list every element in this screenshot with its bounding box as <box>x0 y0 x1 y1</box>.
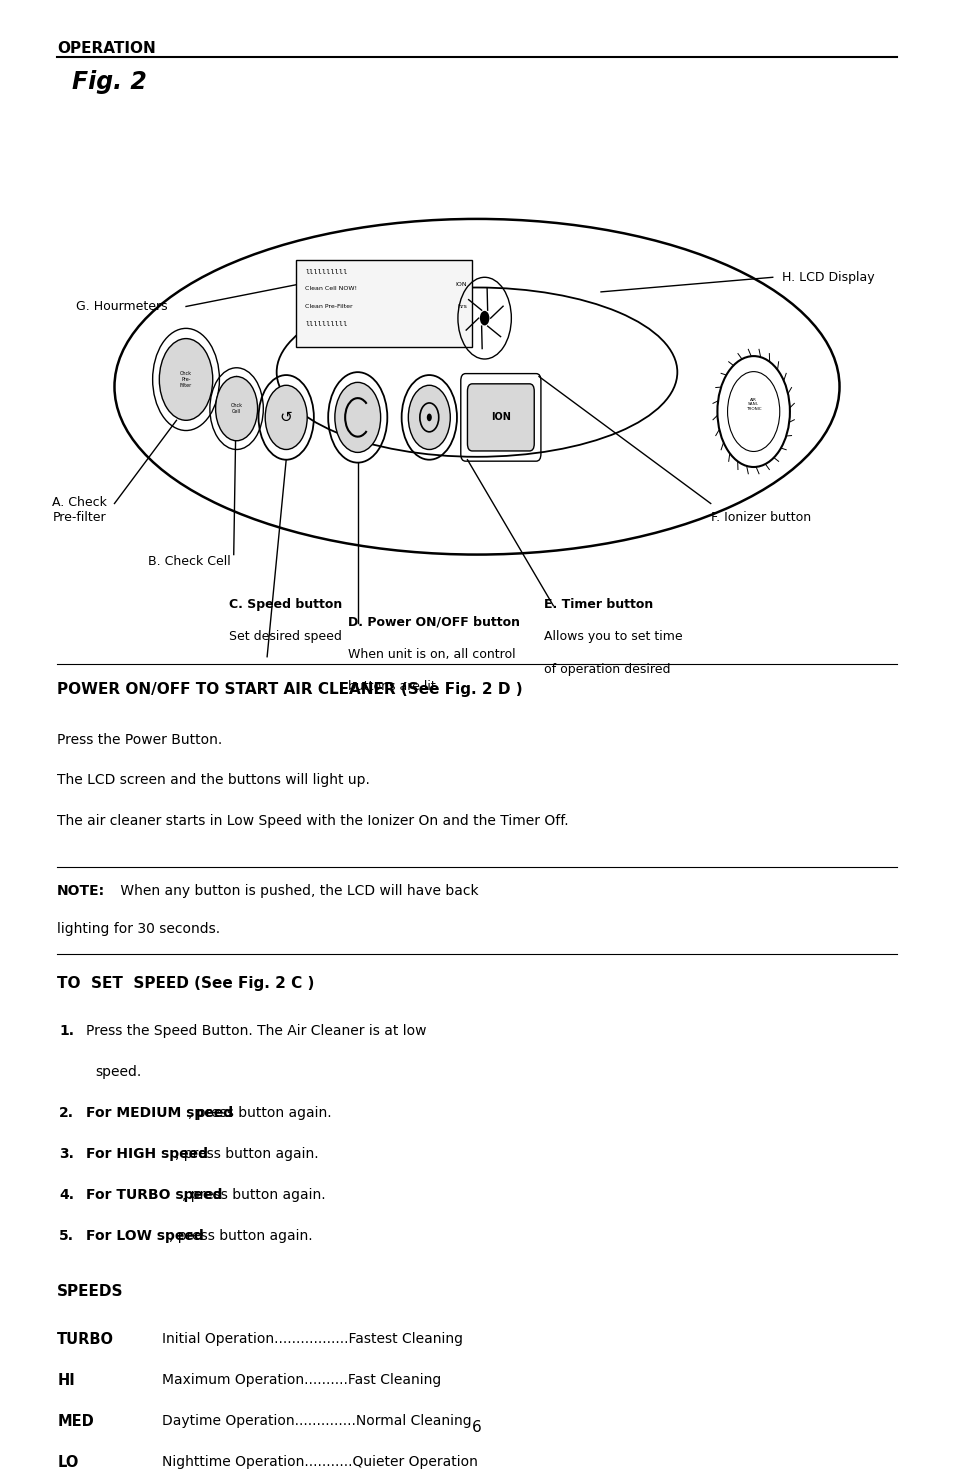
Text: hrs: hrs <box>457 303 467 309</box>
Circle shape <box>426 413 432 421</box>
Circle shape <box>159 338 213 421</box>
Text: buttons are lit: buttons are lit <box>348 680 436 693</box>
FancyBboxPatch shape <box>467 384 534 452</box>
Text: , press button again.: , press button again. <box>188 1106 332 1121</box>
Circle shape <box>717 356 789 466</box>
Text: Set desired speed: Set desired speed <box>229 631 341 643</box>
Bar <box>295 260 472 347</box>
Text: G. Hourmeters: G. Hourmeters <box>76 300 168 313</box>
Text: The air cleaner starts in Low Speed with the Ionizer On and the Timer Off.: The air cleaner starts in Low Speed with… <box>57 815 568 828</box>
Text: 1.: 1. <box>59 1024 74 1039</box>
Text: E. Timer button: E. Timer button <box>543 599 653 612</box>
Text: Clean Cell NOW!: Clean Cell NOW! <box>305 285 357 291</box>
Text: LO: LO <box>57 1455 78 1470</box>
Text: NOTE:: NOTE: <box>57 884 105 899</box>
Text: F. Ionizer button: F. Ionizer button <box>710 510 810 524</box>
Text: Initial Operation.................Fastest Cleaning: Initial Operation.................Fastes… <box>162 1333 463 1346</box>
Text: 6: 6 <box>472 1420 481 1434</box>
Text: speed.: speed. <box>95 1065 141 1080</box>
Text: Press the Power Button.: Press the Power Button. <box>57 733 222 747</box>
Text: For MEDIUM speed: For MEDIUM speed <box>86 1106 233 1121</box>
Text: POWER ON/OFF TO START AIR CLEANER (See Fig. 2 D ): POWER ON/OFF TO START AIR CLEANER (See F… <box>57 681 522 697</box>
Text: D. Power ON/OFF button: D. Power ON/OFF button <box>348 616 519 630</box>
Text: llllllllll: llllllllll <box>305 269 348 275</box>
Text: Chck
Cell: Chck Cell <box>231 403 242 413</box>
Text: Press the Speed Button. The Air Cleaner is at low: Press the Speed Button. The Air Cleaner … <box>86 1024 426 1039</box>
Text: Daytime Operation..............Normal Cleaning: Daytime Operation..............Normal Cl… <box>162 1414 472 1428</box>
Text: C. Speed button: C. Speed button <box>229 599 342 612</box>
Text: 5.: 5. <box>59 1228 74 1243</box>
Text: Chck
Pre-
Filter: Chck Pre- Filter <box>180 371 192 388</box>
Text: Fig. 2: Fig. 2 <box>71 71 146 94</box>
Text: Nighttime Operation...........Quieter Operation: Nighttime Operation...........Quieter Op… <box>162 1455 477 1470</box>
Text: When any button is pushed, the LCD will have back: When any button is pushed, the LCD will … <box>116 884 478 899</box>
Text: 3.: 3. <box>59 1147 74 1161</box>
Text: TURBO: TURBO <box>57 1333 114 1347</box>
Circle shape <box>265 385 307 450</box>
Text: HI: HI <box>57 1374 75 1389</box>
Text: SPEEDS: SPEEDS <box>57 1284 124 1299</box>
Text: For TURBO speed: For TURBO speed <box>86 1189 222 1202</box>
Text: AIR
SANI-
TRONIC: AIR SANI- TRONIC <box>745 397 760 410</box>
Text: lighting for 30 seconds.: lighting for 30 seconds. <box>57 922 220 937</box>
Text: , press button again.: , press button again. <box>175 1147 318 1161</box>
Text: of operation desired: of operation desired <box>543 662 670 675</box>
Text: The LCD screen and the buttons will light up.: The LCD screen and the buttons will ligh… <box>57 774 370 787</box>
Text: ION: ION <box>491 412 510 422</box>
Text: A. Check
Pre-filter: A. Check Pre-filter <box>52 496 108 524</box>
Text: Allows you to set time: Allows you to set time <box>543 631 681 643</box>
Text: OPERATION: OPERATION <box>57 41 156 56</box>
Text: ION: ION <box>456 281 467 287</box>
Circle shape <box>479 310 489 325</box>
Circle shape <box>215 377 257 441</box>
Text: Clean Pre-Filter: Clean Pre-Filter <box>305 303 353 309</box>
Text: TO  SET  SPEED (See Fig. 2 C ): TO SET SPEED (See Fig. 2 C ) <box>57 977 314 991</box>
Text: , press button again.: , press button again. <box>181 1189 325 1202</box>
Text: For LOW speed: For LOW speed <box>86 1228 203 1243</box>
Circle shape <box>408 385 450 450</box>
Circle shape <box>335 382 380 453</box>
Text: ↺: ↺ <box>279 410 293 425</box>
Text: , press button again.: , press button again. <box>169 1228 313 1243</box>
Text: H. LCD Display: H. LCD Display <box>781 271 874 284</box>
Text: llllllllll: llllllllll <box>305 321 348 327</box>
Text: 2.: 2. <box>59 1106 74 1121</box>
Text: B. Check Cell: B. Check Cell <box>148 555 231 568</box>
Text: For HIGH speed: For HIGH speed <box>86 1147 208 1161</box>
Text: When unit is on, all control: When unit is on, all control <box>348 647 516 660</box>
Text: Maximum Operation..........Fast Cleaning: Maximum Operation..........Fast Cleaning <box>162 1374 441 1387</box>
Text: 4.: 4. <box>59 1189 74 1202</box>
Text: MED: MED <box>57 1414 94 1430</box>
